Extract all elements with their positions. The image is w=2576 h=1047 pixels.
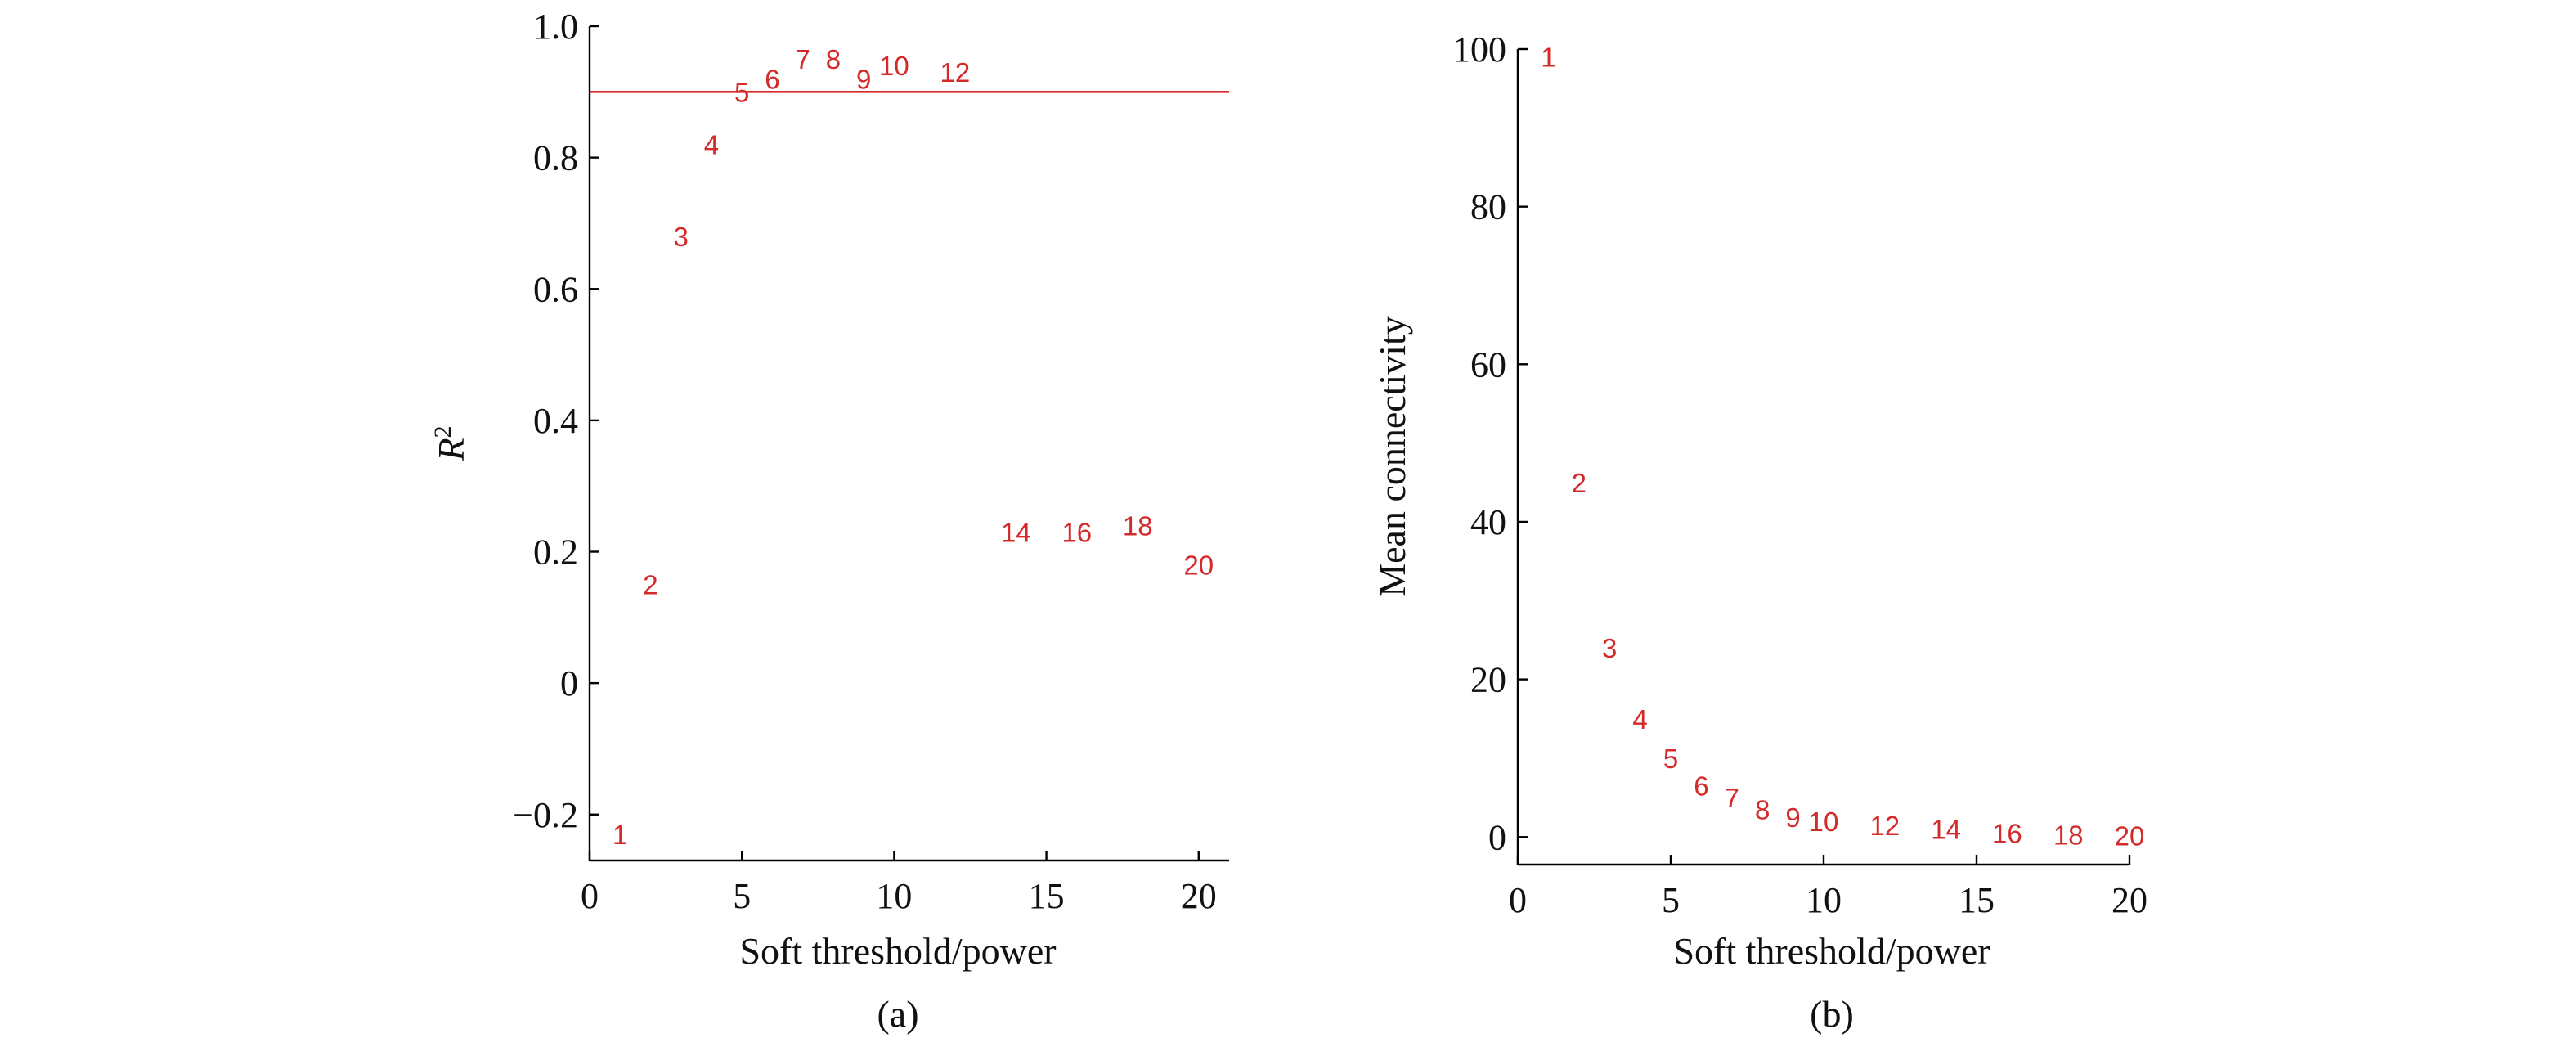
panel-b-point-label-3: 3 (1602, 633, 1617, 663)
panel-b-point-label-5: 5 (1663, 744, 1678, 774)
panel-b-x-tick-label: 10 (1806, 880, 1842, 920)
panel-b-point-label-6: 6 (1694, 771, 1708, 802)
panel-a-point-label-8: 8 (826, 44, 841, 74)
panel-b-y-axis-title: Mean connectivity (1371, 316, 1413, 597)
panel-b-y-tick-label: 80 (1470, 187, 1506, 227)
panel-a-x-tick-label: 5 (733, 876, 751, 916)
panel-a-point-label-7: 7 (795, 44, 810, 74)
panel-a-y-tick-label: 0.4 (533, 401, 578, 441)
panel-b-x-ticks: 0 5 10 15 20 (1509, 855, 2147, 920)
panel-b-point-label-7: 7 (1725, 783, 1739, 813)
panel-b-point-label-10: 10 (1809, 807, 1839, 837)
panel-a-point-label-3: 3 (674, 222, 689, 252)
panel-b-point-label-8: 8 (1755, 795, 1770, 825)
panel-a-y-tick-label: 0.8 (533, 138, 578, 178)
panel-a-point-label-12: 12 (940, 57, 970, 88)
panel-b-x-tick-label: 20 (2112, 880, 2147, 920)
panel-a-y-tick-label: 1.0 (533, 7, 578, 47)
panel-b-point-label-1: 1 (1541, 43, 1555, 73)
panel-a-point-label-14: 14 (1001, 517, 1031, 547)
panel-a-point-label-18: 18 (1123, 510, 1153, 541)
panel-b-point-label-2: 2 (1572, 468, 1586, 498)
panel-b-point-label-20: 20 (2115, 820, 2145, 851)
panel-a-x-tick-label: 20 (1181, 876, 1217, 916)
panel-a-x-ticks: 0 5 10 15 20 (581, 851, 1217, 916)
panel-b-y-tick-label: 20 (1470, 660, 1506, 700)
panel-a-point-label-6: 6 (765, 64, 779, 94)
panel-a-point-label-10: 10 (879, 51, 909, 81)
panel-a-y-tick-label: 0.2 (533, 532, 578, 573)
panel-b-x-tick-label: 0 (1509, 880, 1527, 920)
panel-b-caption: (b) (1810, 993, 1854, 1035)
panel-b-y-ticks: 0 20 40 60 80 100 (1452, 29, 1528, 857)
panel-b-point-label-16: 16 (1992, 818, 2022, 848)
panel-a-point-label-1: 1 (613, 820, 627, 850)
panel-a-x-axis-title: Soft threshold/power (739, 930, 1056, 972)
panel-b-y-tick-label: 100 (1452, 29, 1506, 70)
panel-a-point-label-16: 16 (1061, 517, 1092, 547)
panel-b-point-label-9: 9 (1785, 802, 1800, 833)
panel-b-y-tick-label: 40 (1470, 502, 1506, 542)
panel-b-point-label-4: 4 (1632, 704, 1647, 735)
panel-a-y-tick-label: −0.2 (513, 795, 578, 835)
panel-a-x-tick-label: 0 (581, 876, 599, 916)
panel-a-caption: (a) (877, 993, 918, 1035)
panel-a-point-label-20: 20 (1183, 550, 1214, 581)
panel-a-point-label-2: 2 (643, 570, 657, 600)
panel-b-y-tick-label: 60 (1470, 344, 1506, 384)
panel-a-point-label-4: 4 (704, 130, 719, 160)
panel-b-point-label-18: 18 (2053, 820, 2084, 850)
panel-b-y-tick-label: 0 (1488, 817, 1506, 857)
panel-a-y-tick-label: 0.6 (533, 269, 578, 309)
panel-b-point-label-12: 12 (1869, 811, 1900, 841)
panel-b-point-label-14: 14 (1931, 815, 1961, 845)
panel-a-y-ticks: −0.2 0 0.2 0.4 0.6 0.8 1.0 (513, 7, 599, 835)
panel-a-x-tick-label: 10 (876, 876, 912, 916)
panel-a-x-tick-label: 15 (1029, 876, 1065, 916)
panel-b-x-tick-label: 5 (1662, 880, 1680, 920)
panel-a-point-label-9: 9 (856, 64, 871, 94)
panel-a-point-label-5: 5 (734, 77, 749, 107)
panel-b-x-axis-title: Soft threshold/power (1673, 930, 1990, 972)
panel-b-x-tick-label: 15 (1959, 880, 1995, 920)
panel-a-y-axis-title: R2 (429, 425, 472, 461)
panel-a-y-tick-label: 0 (560, 663, 578, 703)
